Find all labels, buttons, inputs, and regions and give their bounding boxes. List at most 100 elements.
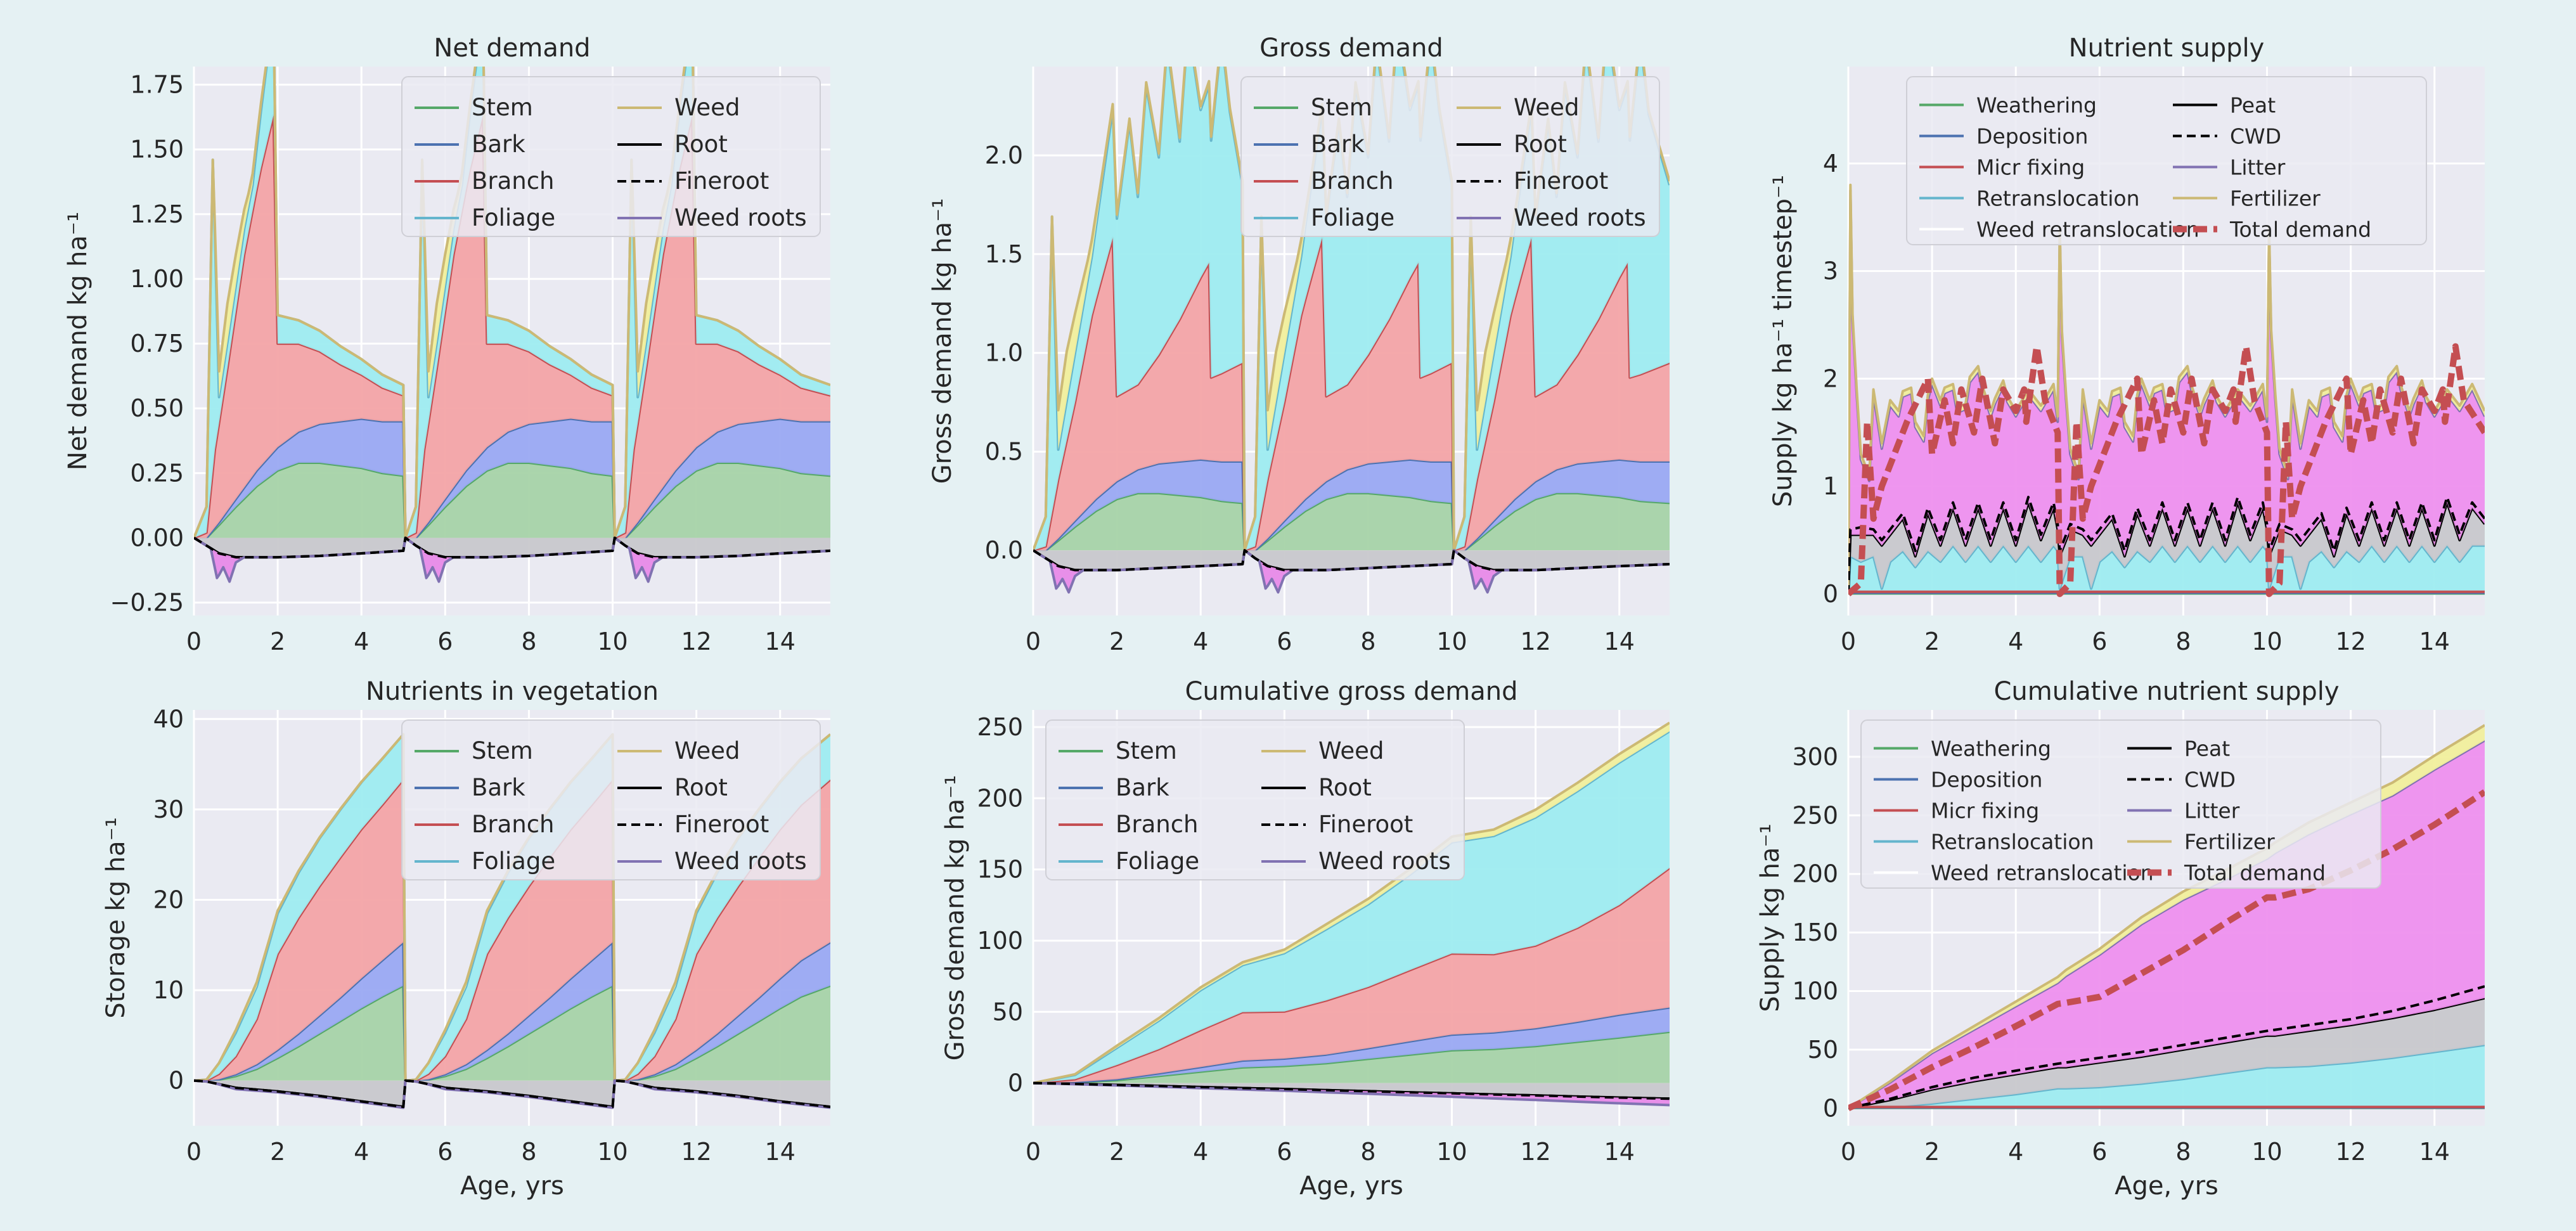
- x-tick-label: 10: [1436, 628, 1467, 655]
- y-tick-label: 200: [1792, 860, 1838, 888]
- y-tick-label: 20: [153, 886, 184, 913]
- legend-label-total-demand: Total demand: [2229, 217, 2371, 242]
- x-tick-label: 6: [1277, 628, 1292, 655]
- legend-label-bark: Bark: [472, 774, 525, 801]
- legend-label-foliage: Foliage: [472, 848, 555, 875]
- legend-label-bark: Bark: [1311, 131, 1365, 158]
- legend-label-bark: Bark: [472, 131, 525, 158]
- plot-content: [1848, 183, 2485, 597]
- x-tick-label: 0: [1026, 1138, 1041, 1166]
- area-stem: [194, 463, 830, 538]
- legend: Stem Bark Branch Foliage Weed Root Fineroot Wee…: [1240, 76, 1660, 237]
- x-tick-label: 8: [521, 628, 536, 655]
- y-tick-label: 100: [1792, 977, 1838, 1005]
- legend-label-total-demand: Total demand: [2184, 861, 2326, 886]
- x-tick-label: 12: [681, 628, 711, 655]
- x-tick-label: 12: [681, 1138, 711, 1166]
- legend-label-weed-roots: Weed roots: [1514, 204, 1646, 231]
- area-litter: [1848, 190, 2485, 594]
- y-tick-label: 250: [1792, 801, 1838, 829]
- y-tick-label: 1.00: [130, 265, 184, 293]
- legend-label-stem: Stem: [472, 737, 533, 764]
- area-foliage: [194, 734, 830, 1081]
- series-line-fineroot: [1033, 549, 1670, 572]
- chart-title: Net demand: [434, 34, 590, 63]
- area-bark: [1033, 1007, 1670, 1083]
- y-tick-label: 3: [1823, 257, 1838, 285]
- legend-label-litter: Litter: [2230, 155, 2286, 180]
- legend-label-branch: Branch: [1311, 167, 1394, 195]
- y-tick-label: 0.5: [985, 437, 1023, 465]
- legend-label-retranslocation: Retranslocation: [1976, 186, 2140, 211]
- y-tick-label: 0.75: [130, 330, 184, 358]
- series-line-fineroot: [194, 1079, 830, 1109]
- legend-label-micr-fixing: Micr fixing: [1931, 799, 2039, 823]
- legend-label-weed: Weed: [674, 737, 740, 764]
- plot-content: [1033, 721, 1670, 1107]
- legend-label-deposition: Deposition: [1976, 124, 2088, 149]
- legend-frame: [1240, 76, 1660, 237]
- legend-label-weed: Weed: [1318, 737, 1384, 764]
- y-tick-label: 50: [993, 998, 1023, 1026]
- area-root: [194, 538, 830, 558]
- legend-label-fineroot: Fineroot: [674, 811, 769, 838]
- legend-label-root: Root: [1318, 774, 1372, 801]
- legend-label-stem: Stem: [1311, 94, 1372, 121]
- x-tick-label: 14: [2419, 1138, 2450, 1166]
- chart-title: Cumulative gross demand: [1185, 677, 1517, 706]
- x-tick-label: 0: [1841, 1138, 1856, 1166]
- series-line-weed: [1033, 721, 1670, 1085]
- x-tick-label: 2: [1924, 628, 1940, 655]
- legend-label-retranslocation: Retranslocation: [1931, 830, 2094, 854]
- series-line-total-demand: [1848, 789, 2485, 1111]
- x-tick-label: 12: [2335, 1138, 2366, 1166]
- legend-label-stem: Stem: [472, 94, 533, 121]
- y-tick-label: 0.25: [130, 459, 184, 487]
- legend-frame: [401, 719, 821, 880]
- legend-label-branch: Branch: [472, 167, 555, 195]
- y-tick-label: 200: [977, 784, 1023, 812]
- x-tick-label: 8: [1360, 1138, 1375, 1166]
- x-axis-label: Age, yrs: [1299, 1171, 1403, 1201]
- legend-label-micr-fixing: Micr fixing: [1976, 155, 2085, 180]
- legend-label-branch: Branch: [1116, 811, 1199, 838]
- y-tick-label: 250: [977, 713, 1023, 741]
- y-axis-label: Gross demand kg ha⁻¹: [941, 775, 970, 1061]
- legend-label-weed: Weed: [674, 94, 740, 121]
- x-tick-label: 6: [437, 628, 453, 655]
- legend-label-weathering: Weathering: [1931, 737, 2051, 761]
- x-tick-label: 0: [186, 628, 202, 655]
- panel-cumulative-gross-demand: 0 2 4 6 8 10 12 14 0 50 100 150 200 250 Cumulative gro…: [941, 677, 1670, 1201]
- area-bark: [1033, 459, 1670, 551]
- legend-label-deposition: Deposition: [1931, 768, 2042, 792]
- x-tick-label: 4: [2008, 628, 2023, 655]
- x-tick-label: 8: [1360, 628, 1375, 655]
- x-tick-label: 2: [1109, 628, 1124, 655]
- legend-frame: [401, 76, 821, 237]
- y-tick-label: 30: [153, 796, 184, 823]
- x-tick-label: 6: [1277, 1138, 1292, 1166]
- legend-label-foliage: Foliage: [1116, 848, 1199, 875]
- y-tick-label: 0: [1823, 580, 1838, 608]
- y-tick-label: 1.75: [130, 71, 184, 99]
- series-line-fertilizer: [1848, 183, 2485, 589]
- legend-frame: [1860, 719, 2381, 889]
- area-root: [1033, 550, 1670, 570]
- y-tick-label: 10: [153, 976, 184, 1004]
- x-tick-label: 10: [1436, 1138, 1467, 1166]
- y-tick-label: 100: [977, 927, 1023, 955]
- x-tick-label: 8: [521, 1138, 536, 1166]
- legend-label-root: Root: [674, 131, 728, 158]
- legend: Stem Bark Branch Foliage Weed Root Fineroot Wee…: [401, 76, 821, 237]
- y-tick-label: 2.0: [985, 141, 1023, 169]
- y-axis-label: Supply kg ha⁻¹ timestep⁻¹: [1768, 175, 1798, 507]
- area-stem: [1033, 493, 1670, 551]
- y-tick-label: 0.0: [985, 536, 1023, 564]
- legend-frame: [1906, 76, 2427, 245]
- series-line-fineroot: [1033, 1081, 1670, 1100]
- y-axis-label: Supply kg ha⁻¹: [1756, 823, 1785, 1012]
- y-tick-label: 0.00: [130, 524, 184, 551]
- y-tick-label: 300: [1792, 743, 1838, 771]
- x-tick-label: 0: [1841, 628, 1856, 655]
